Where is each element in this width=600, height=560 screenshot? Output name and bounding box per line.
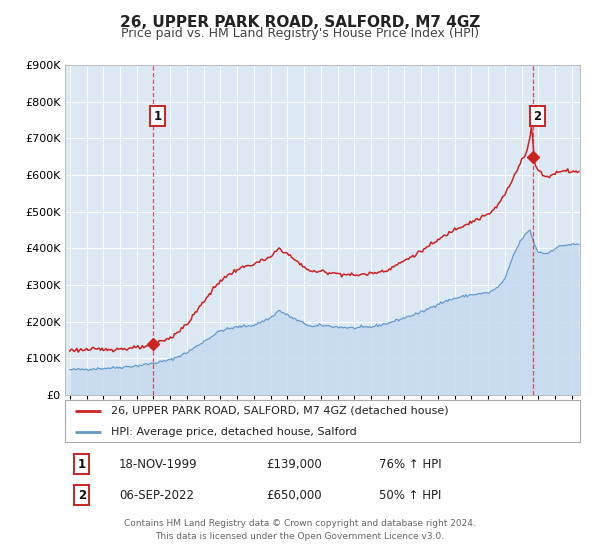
Text: 50% ↑ HPI: 50% ↑ HPI <box>379 489 442 502</box>
Text: £650,000: £650,000 <box>266 489 322 502</box>
Text: Contains HM Land Registry data © Crown copyright and database right 2024.
This d: Contains HM Land Registry data © Crown c… <box>124 519 476 540</box>
Text: 1: 1 <box>78 458 86 470</box>
Text: Price paid vs. HM Land Registry's House Price Index (HPI): Price paid vs. HM Land Registry's House … <box>121 27 479 40</box>
Text: 1: 1 <box>154 110 162 123</box>
Text: 76% ↑ HPI: 76% ↑ HPI <box>379 458 442 470</box>
Text: HPI: Average price, detached house, Salford: HPI: Average price, detached house, Salf… <box>111 427 357 437</box>
Text: 2: 2 <box>533 110 542 123</box>
Text: £139,000: £139,000 <box>266 458 322 470</box>
Text: 26, UPPER PARK ROAD, SALFORD, M7 4GZ: 26, UPPER PARK ROAD, SALFORD, M7 4GZ <box>120 15 480 30</box>
Text: 06-SEP-2022: 06-SEP-2022 <box>119 489 194 502</box>
Text: 18-NOV-1999: 18-NOV-1999 <box>119 458 197 470</box>
Text: 26, UPPER PARK ROAD, SALFORD, M7 4GZ (detached house): 26, UPPER PARK ROAD, SALFORD, M7 4GZ (de… <box>111 406 449 416</box>
Text: 2: 2 <box>78 489 86 502</box>
